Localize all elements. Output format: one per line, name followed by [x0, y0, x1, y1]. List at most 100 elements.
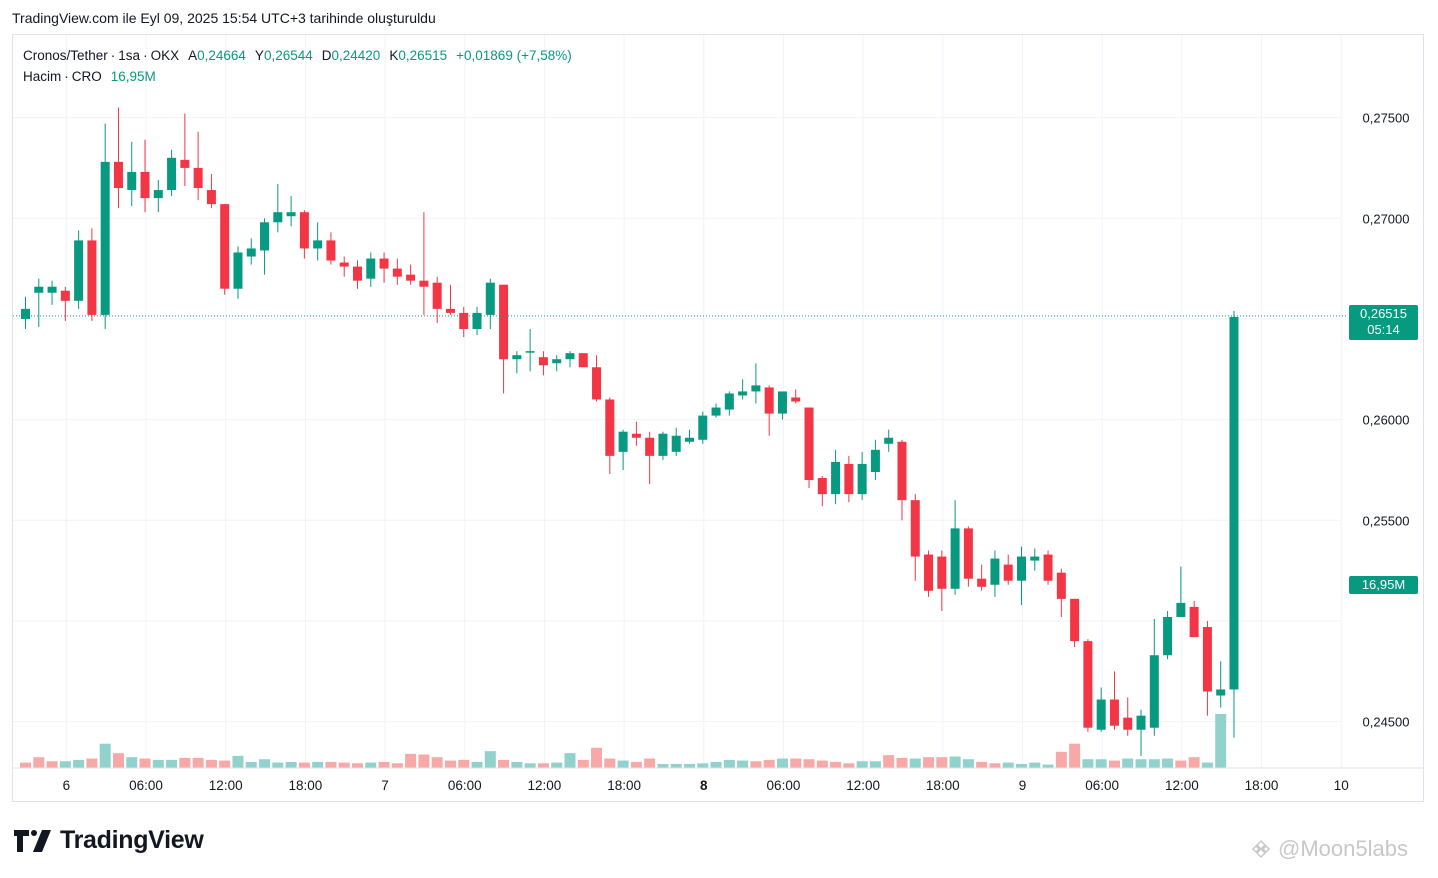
volume-bar: [1055, 751, 1067, 768]
volume-bar: [803, 759, 815, 768]
volume-bar: [989, 763, 1001, 768]
chart-frame[interactable]: [12, 34, 1424, 802]
volume-bar: [763, 759, 775, 768]
open-label: A: [188, 48, 198, 63]
volume-bar: [272, 762, 284, 768]
candle-body: [326, 240, 336, 261]
volume-bar: [126, 757, 138, 768]
candle-body: [406, 274, 416, 281]
volume-bar: [152, 759, 164, 768]
volume-bar: [192, 757, 204, 768]
volume-bar: [1162, 758, 1174, 768]
volume-value: 16,95M: [110, 69, 156, 84]
legend-price-row: Cronos/Tether · 1sa · OKX A 0,24664 Y 0,26…: [23, 45, 572, 66]
candle-body: [1096, 699, 1106, 730]
volume-bar: [139, 758, 151, 768]
change-value: +0,01869 (+7,58%): [456, 48, 572, 63]
candle-body: [870, 449, 880, 472]
time-tick-label: 18:00: [288, 778, 322, 793]
volume-bar: [431, 757, 443, 768]
volume-bar: [564, 753, 576, 768]
volume-bar: [405, 753, 417, 768]
volume-bar: [498, 759, 510, 768]
candle-body: [1229, 316, 1239, 690]
candle-body: [499, 284, 509, 360]
volume-bar: [1188, 757, 1200, 768]
candle-body: [167, 157, 177, 191]
time-tick-label: 18:00: [926, 778, 960, 793]
candle-body: [884, 437, 894, 444]
candle-body: [671, 435, 681, 452]
interval-label[interactable]: 1sa: [118, 48, 141, 63]
volume-bar: [949, 756, 961, 768]
candle-body: [273, 212, 283, 223]
candle-body: [1043, 554, 1053, 581]
volume-label[interactable]: Hacim: [23, 69, 62, 84]
price-tick-label: 0,27000: [1363, 211, 1410, 226]
time-tick-label: 06:00: [448, 778, 482, 793]
volume-bar: [1042, 764, 1054, 768]
volume-bar: [776, 758, 788, 768]
volume-bar: [577, 759, 589, 768]
volume-bar: [936, 757, 948, 768]
price-tick-label: 0,27500: [1363, 111, 1410, 126]
candle-body: [711, 407, 721, 416]
high-value: 0,26544: [263, 48, 313, 63]
volume-bar: [219, 760, 231, 768]
legend-separator: ·: [110, 48, 116, 63]
volume-bar: [312, 761, 324, 768]
candle-body: [817, 478, 827, 495]
candle-body: [552, 359, 562, 364]
candle-body: [353, 266, 362, 281]
volume-bar: [46, 761, 58, 768]
volume-bar: [923, 757, 935, 768]
candle-body: [645, 437, 655, 456]
volume-bar: [1108, 760, 1120, 768]
volume-bar: [869, 761, 881, 768]
volume-bar: [298, 762, 310, 768]
candle-body: [1070, 598, 1080, 642]
volume-bar: [378, 761, 390, 768]
candle-body: [764, 387, 774, 414]
volume-bar: [750, 761, 762, 768]
price-tick-label: 0,24500: [1363, 715, 1410, 730]
candle-body: [113, 161, 123, 189]
volume-bar: [1069, 743, 1081, 768]
candle-body: [299, 212, 309, 249]
time-tick-label: 12:00: [209, 778, 243, 793]
symbol-name[interactable]: Cronos/Tether: [23, 48, 108, 63]
volume-bar: [352, 763, 363, 768]
time-tick-label: 06:00: [1085, 778, 1119, 793]
volume-bar: [285, 761, 297, 768]
candle-body: [924, 554, 934, 591]
candle-body: [1003, 564, 1013, 581]
candle-body: [74, 240, 84, 301]
candle-body: [1056, 572, 1066, 599]
price-axis: 0,27500 0,27000 0,26000 0,25500 0,24500: [1363, 111, 1410, 730]
volume-bar: [232, 755, 244, 768]
created-note: TradingView.com ile Eyl 09, 2025 15:54 U…: [12, 10, 436, 26]
candle-body: [206, 190, 216, 205]
volume-tag: 16,95M: [1349, 576, 1418, 594]
volume-bar: [86, 758, 98, 768]
last-price-tag: 0,26515 05:14: [1349, 304, 1418, 340]
candle-body: [233, 252, 243, 289]
candle-body: [1109, 699, 1119, 726]
time-tick-label: 8: [700, 778, 708, 793]
volume-bar: [112, 753, 124, 768]
candle-body: [220, 204, 230, 289]
candle-body: [605, 399, 615, 456]
chart-legend: Cronos/Tether · 1sa · OKX A 0,24664 Y 0,26…: [23, 45, 572, 87]
time-tick-label: 06:00: [129, 778, 163, 793]
volume-bar: [657, 763, 669, 768]
candle-body: [153, 190, 163, 199]
candle-body: [698, 415, 708, 440]
open-value: 0,24664: [197, 48, 246, 63]
candle-body: [260, 222, 270, 251]
tradingview-logo[interactable]: TradingView: [14, 826, 204, 855]
candle-body: [1163, 616, 1173, 656]
candle-body: [34, 286, 44, 293]
candle-body: [1030, 556, 1040, 561]
time-axis: 6 06:00 12:00 18:00 7 06:00 12:00 18:00 8 06:00 12…: [13, 767, 1424, 793]
